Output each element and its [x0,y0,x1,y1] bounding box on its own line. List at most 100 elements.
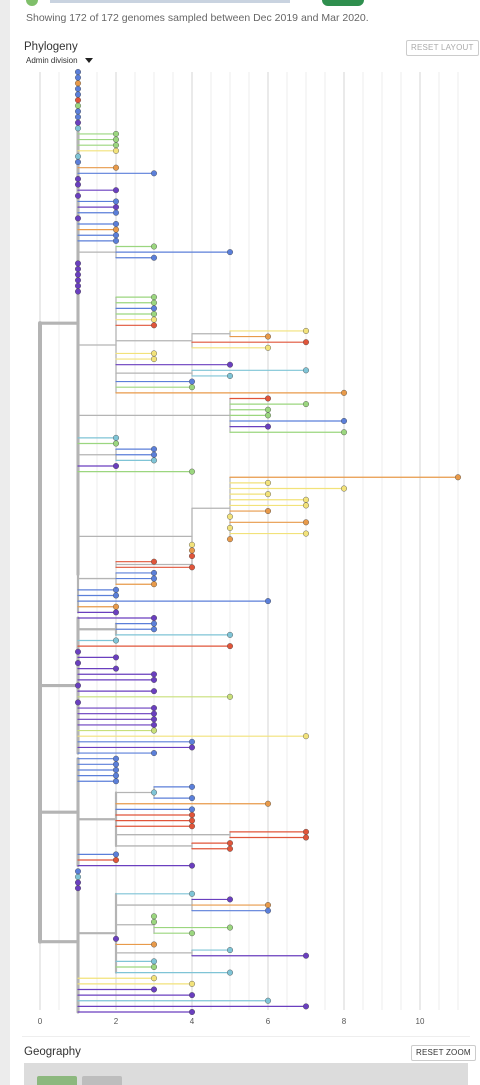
tip-node[interactable] [150,558,157,565]
tip-node[interactable] [75,885,82,892]
tip-node[interactable] [188,1009,195,1016]
tip-node[interactable] [303,530,310,537]
tip-node[interactable] [188,806,195,813]
map-area[interactable] [24,1063,468,1085]
tip-node[interactable] [226,631,233,638]
tip-node[interactable] [75,699,82,706]
tip-node[interactable] [226,361,233,368]
tip-node[interactable] [112,147,119,154]
tip-node[interactable] [150,620,157,627]
tip-node[interactable] [150,789,157,796]
tip-node[interactable] [75,108,82,115]
tip-node[interactable] [303,401,310,408]
tip-node[interactable] [226,513,233,520]
tip-node[interactable] [226,524,233,531]
tip-node[interactable] [188,862,195,869]
tip-node[interactable] [264,902,271,909]
tip-node[interactable] [75,114,82,121]
tip-node[interactable] [75,80,82,87]
tip-node[interactable] [341,417,348,424]
tip-node[interactable] [112,198,119,205]
tip-node[interactable] [188,930,195,937]
tip-node[interactable] [112,232,119,239]
tip-node[interactable] [75,97,82,104]
tip-node[interactable] [226,372,233,379]
tip-node[interactable] [341,485,348,492]
color-by-dropdown[interactable]: Admin division [26,56,93,65]
tip-node[interactable] [150,311,157,318]
tip-node[interactable] [150,569,157,576]
tip-node[interactable] [264,491,271,498]
tip-node[interactable] [150,710,157,717]
tip-node[interactable] [150,671,157,678]
tip-node[interactable] [75,125,82,132]
tip-node[interactable] [112,778,119,785]
tip-node[interactable] [150,963,157,970]
tip-node[interactable] [264,344,271,351]
tip-node[interactable] [150,721,157,728]
tip-node[interactable] [303,1003,310,1010]
tip-node[interactable] [75,74,82,81]
tip-node[interactable] [112,136,119,143]
tip-node[interactable] [150,254,157,261]
tip-node[interactable] [112,665,119,672]
tip-node[interactable] [150,750,157,757]
tip-node[interactable] [264,423,271,430]
tip-node[interactable] [150,614,157,621]
tip-node[interactable] [188,744,195,751]
tip-node[interactable] [112,220,119,227]
phylogeny-tree[interactable]: 0 2 4 6 8 10 [20,60,470,1030]
tip-node[interactable] [112,187,119,194]
tip-node[interactable] [112,603,119,610]
tip-node[interactable] [75,282,82,289]
tip-node[interactable] [188,823,195,830]
tip-node[interactable] [150,918,157,925]
tip-node[interactable] [188,738,195,745]
tip-node[interactable] [303,834,310,841]
tip-node[interactable] [188,547,195,554]
tip-node[interactable] [188,890,195,897]
tip-node[interactable] [264,406,271,413]
tip-node[interactable] [112,237,119,244]
tip-node[interactable] [112,857,119,864]
tip-node[interactable] [75,192,82,199]
tip-node[interactable] [112,772,119,779]
tip-node[interactable] [112,440,119,447]
tip-node[interactable] [264,508,271,515]
tip-node[interactable] [150,716,157,723]
tip-node[interactable] [188,992,195,999]
tip-node[interactable] [303,327,310,334]
tip-node[interactable] [150,243,157,250]
tip-node[interactable] [188,564,195,571]
tip-node[interactable] [150,316,157,323]
tip-node[interactable] [303,367,310,374]
tip-node[interactable] [75,288,82,295]
tip-node[interactable] [75,181,82,188]
tip-node[interactable] [75,660,82,667]
tip-node[interactable] [112,851,119,858]
tip-node[interactable] [303,733,310,740]
reset-layout-button[interactable]: RESET LAYOUT [406,40,479,56]
tip-node[interactable] [75,175,82,182]
tip-node[interactable] [75,68,82,75]
tip-node[interactable] [150,305,157,312]
tip-node[interactable] [303,519,310,526]
tip-node[interactable] [150,688,157,695]
tip-node[interactable] [112,654,119,661]
tip-node[interactable] [150,446,157,453]
tip-node[interactable] [112,592,119,599]
tip-node[interactable] [188,553,195,560]
tip-node[interactable] [188,384,195,391]
tip-node[interactable] [112,130,119,137]
tip-node[interactable] [75,277,82,284]
tip-node[interactable] [150,294,157,301]
tip-node[interactable] [188,795,195,802]
tip-node[interactable] [112,609,119,616]
tip-node[interactable] [188,783,195,790]
tip-node[interactable] [75,85,82,92]
tip-node[interactable] [75,648,82,655]
tip-node[interactable] [75,260,82,267]
tip-node[interactable] [455,474,462,481]
tip-node[interactable] [264,333,271,340]
tip-node[interactable] [188,811,195,818]
